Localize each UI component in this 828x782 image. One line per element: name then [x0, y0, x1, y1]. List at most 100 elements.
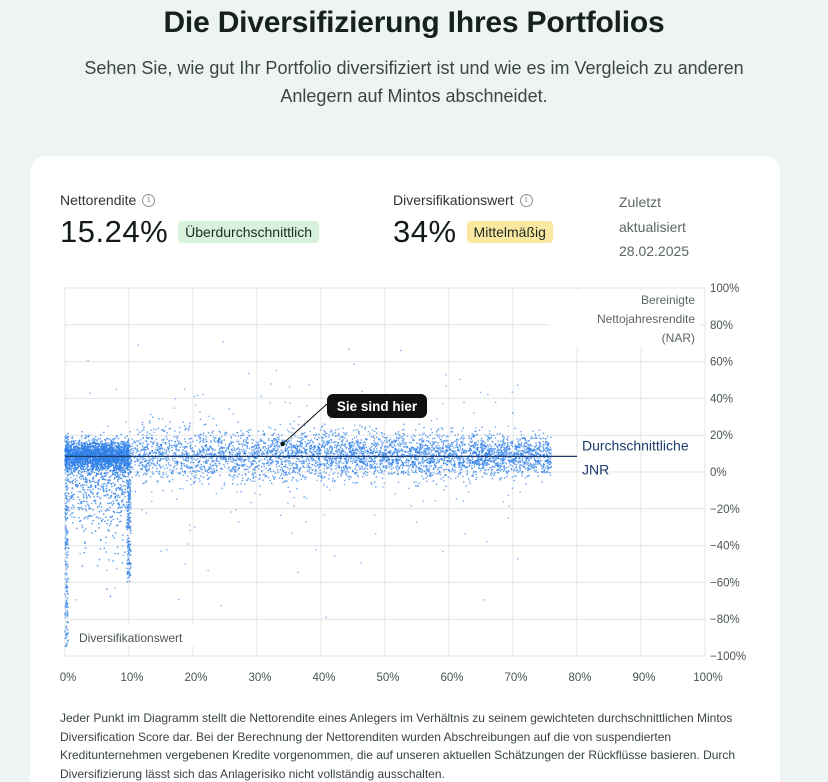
data-point	[115, 524, 118, 527]
data-point	[211, 468, 213, 471]
data-point	[196, 453, 199, 455]
data-point	[110, 446, 112, 448]
data-point	[73, 446, 75, 449]
data-point	[123, 447, 125, 450]
data-point	[69, 495, 71, 498]
data-point	[395, 437, 398, 439]
data-point	[105, 474, 108, 476]
data-point	[103, 494, 105, 497]
data-point	[87, 515, 90, 517]
data-point	[454, 451, 457, 453]
data-point	[91, 463, 94, 466]
data-point	[150, 458, 152, 461]
data-point	[127, 480, 129, 483]
data-point	[162, 489, 164, 492]
data-point	[459, 457, 461, 459]
data-point	[127, 440, 130, 442]
data-point	[109, 464, 111, 466]
data-point	[292, 462, 295, 465]
data-point	[535, 453, 538, 456]
data-point	[431, 431, 433, 434]
data-point	[81, 449, 84, 452]
data-point	[133, 440, 135, 442]
data-point	[347, 461, 349, 463]
data-point	[103, 467, 105, 469]
data-point	[67, 622, 69, 624]
data-point	[112, 438, 114, 440]
data-point	[65, 460, 67, 462]
info-icon[interactable]: i	[142, 193, 156, 207]
data-point	[188, 425, 191, 427]
data-point	[87, 449, 90, 451]
data-point	[128, 563, 130, 565]
data-point	[484, 445, 486, 447]
data-point	[94, 449, 96, 451]
data-point	[77, 441, 80, 443]
data-point	[125, 450, 128, 452]
data-point	[93, 480, 95, 483]
data-point	[90, 463, 92, 465]
data-point	[80, 478, 82, 480]
data-point	[450, 449, 452, 451]
data-point	[67, 593, 69, 595]
data-point	[130, 566, 132, 568]
data-point	[112, 459, 115, 461]
data-point	[69, 480, 71, 483]
data-point	[199, 457, 202, 459]
data-point	[502, 436, 504, 438]
data-point	[549, 453, 552, 455]
data-point	[334, 432, 336, 434]
data-point	[119, 488, 121, 491]
data-point	[178, 449, 180, 451]
data-point	[141, 468, 143, 470]
data-point	[128, 551, 130, 554]
data-point	[65, 452, 67, 455]
data-point	[202, 434, 205, 436]
data-point	[156, 449, 158, 452]
data-point	[291, 464, 293, 467]
data-point	[296, 449, 298, 451]
data-point	[64, 497, 67, 499]
data-point	[156, 442, 158, 444]
data-point	[118, 466, 120, 468]
data-point	[423, 459, 426, 462]
data-point	[81, 475, 83, 478]
data-point	[534, 463, 537, 465]
data-point	[104, 442, 106, 445]
data-point	[97, 491, 99, 494]
data-point	[397, 431, 400, 433]
data-point	[462, 475, 464, 478]
data-point	[255, 446, 258, 448]
data-point	[79, 461, 81, 463]
data-point	[340, 452, 343, 454]
data-point	[129, 470, 132, 473]
data-point	[104, 442, 107, 444]
data-point	[72, 504, 74, 507]
data-point	[262, 479, 264, 481]
data-point	[76, 451, 79, 453]
data-point	[116, 449, 118, 452]
data-point	[326, 440, 329, 442]
data-point	[449, 461, 451, 464]
data-point	[83, 552, 85, 554]
data-point	[84, 449, 87, 451]
data-point	[138, 459, 140, 461]
data-point	[373, 481, 376, 483]
data-point	[104, 448, 106, 451]
data-point	[507, 442, 509, 444]
data-point	[455, 446, 457, 448]
data-point	[466, 473, 468, 476]
data-point	[106, 448, 109, 450]
data-point	[201, 450, 203, 452]
data-point	[65, 568, 68, 571]
data-point	[121, 440, 124, 443]
data-point	[125, 504, 128, 506]
data-point	[209, 434, 212, 437]
data-point	[293, 452, 295, 454]
data-point	[345, 459, 348, 461]
data-point	[448, 448, 451, 450]
data-point	[66, 479, 68, 481]
info-icon[interactable]: i	[519, 193, 533, 207]
data-point	[80, 507, 83, 509]
data-point	[64, 528, 67, 530]
